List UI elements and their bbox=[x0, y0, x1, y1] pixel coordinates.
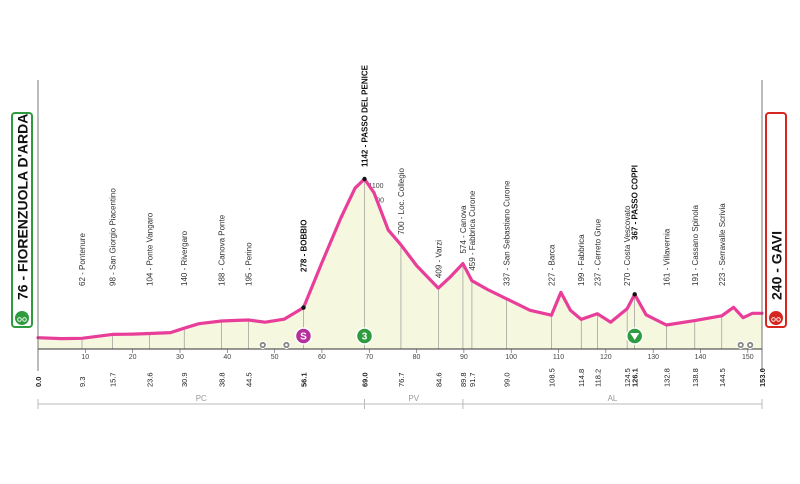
x-tick-label: 40 bbox=[223, 354, 231, 361]
start-finish-boxes: 76 - FIORENZUOLA D'ARDA 240 - GAVI bbox=[11, 112, 787, 328]
summit-dot bbox=[362, 176, 367, 182]
km-mark: 114.8 bbox=[577, 369, 586, 387]
waypoint-label: 188 - Canova Ponte bbox=[218, 214, 227, 286]
waypoint-label: 237 - Cerreto Grue bbox=[593, 218, 602, 286]
waypoint-label: 227 - Barca bbox=[547, 244, 556, 286]
gpm-marker bbox=[355, 327, 374, 345]
profile-line bbox=[36, 176, 764, 341]
km-mark: 138.8 bbox=[691, 368, 700, 387]
province-label: AL bbox=[608, 394, 618, 403]
km-markers: 0.0 9.3 15.7 23.6 30.9 38.8 44.5 56.1 69.0 76.7 84… bbox=[34, 368, 767, 387]
x-axis: 10 20 30 40 50 60 70 80 90 100 110 120 130 140 150 bbox=[37, 80, 763, 371]
waypoint-label: 223 - Serravalle Scrivia bbox=[718, 203, 727, 286]
descent-marker-icon bbox=[630, 333, 640, 340]
start-icon-wheel bbox=[17, 317, 22, 322]
km-mark: 91.7 bbox=[468, 372, 477, 387]
km-mark: 30.9 bbox=[180, 372, 189, 387]
province-label: PV bbox=[408, 394, 419, 403]
waypoint-label: 1142 - PASSO DEL PENICE bbox=[361, 64, 370, 167]
feed-zone-icon-dot bbox=[285, 343, 288, 347]
km-mark: 144.5 bbox=[718, 368, 727, 387]
x-tick-label: 20 bbox=[129, 354, 137, 361]
finish-icon-wheel bbox=[776, 317, 781, 322]
start-label: 76 - FIORENZUOLA D'ARDA bbox=[15, 114, 31, 300]
x-tick-label: 110 bbox=[553, 354, 564, 361]
sprint-marker-label: S bbox=[300, 332, 307, 343]
summit-dot bbox=[632, 292, 637, 297]
waypoint-label: 98 - San Giorgio Piacentino bbox=[108, 188, 117, 286]
gpm-marker-label: 3 bbox=[362, 332, 368, 343]
km-mark: 126.1 bbox=[631, 368, 640, 387]
waypoint-label: 161 - Villavernia bbox=[662, 228, 671, 286]
finish-box bbox=[765, 112, 787, 328]
profile-fill bbox=[38, 179, 762, 349]
km-mark: 56.1 bbox=[299, 372, 308, 387]
y-tick-1100: 1100 bbox=[369, 183, 384, 190]
km-mark: 0.0 bbox=[34, 377, 43, 387]
km-mark: 124.5 bbox=[623, 368, 632, 387]
x-tick-label: 70 bbox=[365, 354, 373, 361]
x-tick-label: 50 bbox=[271, 354, 279, 361]
km-mark: 118.2 bbox=[593, 369, 602, 387]
waypoint-label: 140 - Rivergaro bbox=[180, 230, 189, 286]
x-tick-label: 30 bbox=[176, 354, 184, 361]
km-mark: 44.5 bbox=[245, 372, 254, 387]
waypoint-label: 195 - Perino bbox=[245, 242, 254, 286]
waypoint-label: 337 - San Sebastiano Curone bbox=[502, 180, 511, 286]
feed-zone-icon-dot bbox=[739, 343, 743, 347]
km-mark: 153.0 bbox=[758, 368, 767, 387]
km-mark: 69.0 bbox=[361, 372, 370, 387]
finish-label: 240 - GAVI bbox=[769, 231, 785, 300]
waypoint-label: 278 - BOBBIO bbox=[299, 220, 308, 272]
km-mark: 15.7 bbox=[108, 372, 117, 387]
province-label: PC bbox=[196, 394, 207, 403]
waypoint-label: 574 - Canova bbox=[459, 205, 468, 254]
km-mark: 108.5 bbox=[547, 368, 556, 387]
waypoint-label: 270 - Costa Vescovato bbox=[623, 205, 632, 286]
km-mark: 99.0 bbox=[502, 372, 511, 387]
x-tick-label: 150 bbox=[742, 354, 754, 361]
km-mark: 76.7 bbox=[397, 372, 406, 387]
waypoint-label: 62 - Pontenure bbox=[78, 233, 87, 286]
profile-area bbox=[38, 179, 762, 349]
km-mark: 9.3 bbox=[78, 377, 87, 387]
waypoint-label: 459 - Fabbrica Curone bbox=[468, 190, 477, 271]
x-tick-label: 80 bbox=[413, 354, 421, 361]
x-tick-label: 120 bbox=[600, 354, 612, 361]
sprint-marker bbox=[294, 327, 313, 345]
x-tick-label: 60 bbox=[318, 354, 326, 361]
km-mark: 89.8 bbox=[459, 372, 468, 387]
x-tick-label: 90 bbox=[460, 354, 468, 361]
km-mark: 132.8 bbox=[662, 368, 671, 387]
waypoint-label: 199 - Fabbrica bbox=[577, 234, 586, 286]
start-icon-wheel bbox=[22, 317, 27, 322]
summit-dot bbox=[301, 305, 306, 310]
finish-icon bbox=[769, 311, 783, 325]
waypoint-label: 700 - Loc. Collegio bbox=[397, 168, 406, 235]
province-bar: PC PV AL bbox=[37, 394, 763, 409]
waypoint-label: 367 - PASSO COPPI bbox=[631, 165, 640, 240]
x-tick-label: 10 bbox=[81, 354, 89, 361]
start-icon bbox=[15, 311, 29, 325]
waypoint-labels: 62 - Pontenure 98 - San Giorgio Piacentin… bbox=[78, 64, 727, 286]
feed-zone-icon-dot bbox=[748, 343, 752, 347]
km-mark: 38.8 bbox=[218, 372, 227, 387]
x-tick-label: 130 bbox=[647, 354, 659, 361]
waypoint-label: 191 - Cassano Spinola bbox=[691, 205, 700, 286]
km-mark: 23.6 bbox=[146, 372, 155, 387]
start-box bbox=[11, 112, 33, 328]
waypoint-label: 104 - Ponte Vangaro bbox=[146, 212, 155, 286]
x-tick-label: 100 bbox=[505, 354, 517, 361]
feed-zone-icon-dot bbox=[261, 343, 265, 347]
km-mark: 84.6 bbox=[434, 372, 443, 387]
finish-icon-wheel bbox=[771, 317, 776, 322]
profile-stroke bbox=[36, 177, 764, 341]
x-tick-label: 140 bbox=[695, 354, 707, 361]
waypoint-label: 409 - Varzi bbox=[434, 240, 443, 278]
